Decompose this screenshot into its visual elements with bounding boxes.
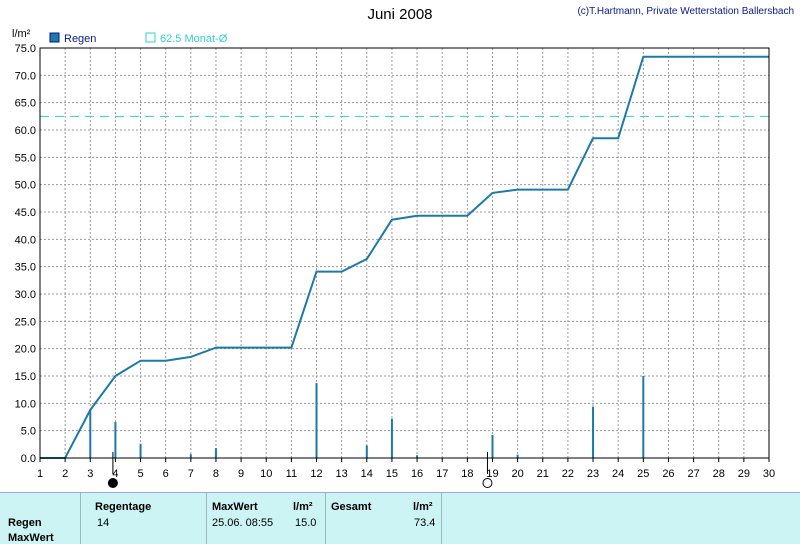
- row-label-maxwert: MaxWert: [8, 532, 54, 544]
- y-tick-label: 50.0: [15, 180, 36, 192]
- chart-title: Juni 2008: [367, 6, 433, 23]
- maxwert-value: 15.0: [295, 517, 317, 529]
- separator: [206, 493, 207, 544]
- regentage-value: 14: [97, 517, 110, 529]
- axes: 0.0 5.0 10.0 15.0 20.0 25.0 30.0 35.0 40.0 45.0 50…: [15, 43, 776, 480]
- x-tick-label: 10: [260, 468, 272, 480]
- y-tick-label: 35.0: [15, 262, 36, 274]
- gesamt-value: 73.4: [414, 517, 436, 529]
- y-tick-label: 10.0: [15, 398, 36, 410]
- y-tick-label: 20.0: [15, 344, 36, 356]
- y-tick-label: 70.0: [15, 70, 36, 82]
- daily-bar: [189, 454, 192, 458]
- x-tick-label: 28: [713, 468, 725, 480]
- daily-bar: [89, 409, 92, 458]
- daily-bar: [114, 421, 117, 458]
- separator: [441, 493, 442, 544]
- x-tick-label: 17: [436, 468, 448, 480]
- legend-reference-label: 62.5 Monat-Ø: [160, 33, 228, 45]
- legend-reference-swatch: [145, 32, 156, 43]
- daily-bars: [89, 376, 645, 458]
- rain-chart: 0.0 5.0 10.0 15.0 20.0 25.0 30.0 35.0 40.0 45.0 50…: [12, 28, 776, 488]
- y-tick-label: 65.0: [15, 98, 36, 110]
- daily-bar: [214, 448, 217, 458]
- x-tick-label: 9: [238, 468, 244, 480]
- x-tick-label: 24: [612, 468, 624, 480]
- x-tick-label: 30: [763, 468, 775, 480]
- x-tick-label: 4: [112, 468, 118, 480]
- x-tick-label: 16: [411, 468, 423, 480]
- stats-panel: Regen MaxWert Regentage 14 MaxWert l/m² …: [0, 492, 800, 544]
- x-tick-label: 15: [386, 468, 398, 480]
- row-label-regen: Regen: [8, 517, 42, 529]
- gesamt-unit: l/m²: [413, 501, 433, 513]
- x-tick-label: 2: [62, 468, 68, 480]
- x-tick-label: 1: [37, 468, 43, 480]
- x-tick-label: 13: [336, 468, 348, 480]
- regentage-header: Regentage: [95, 501, 152, 513]
- separator: [325, 493, 326, 544]
- daily-bar: [592, 406, 595, 458]
- daily-bar: [416, 455, 419, 458]
- cumulative-line-group: [40, 55, 769, 459]
- cumulative-line: [40, 55, 769, 459]
- maxwert-unit: l/m²: [293, 501, 313, 513]
- daily-bar: [315, 383, 318, 458]
- x-tick-label: 14: [361, 468, 373, 480]
- x-tick-label: 29: [738, 468, 750, 480]
- y-tick-label: 60.0: [15, 125, 36, 137]
- y-tick-label: 30.0: [15, 289, 36, 301]
- x-tick-label: 23: [587, 468, 599, 480]
- legend: Regen 62.5 Monat-Ø: [49, 32, 228, 45]
- y-tick-label: 45.0: [15, 207, 36, 219]
- credit-text: (c)T.Hartmann, Private Wetterstation Bal…: [577, 6, 794, 17]
- x-tick-label: 26: [662, 468, 674, 480]
- x-tick-label: 25: [637, 468, 649, 480]
- grid: [39, 47, 770, 459]
- x-tick-label: 19: [486, 468, 498, 480]
- daily-bar: [139, 443, 142, 458]
- x-tick-label: 5: [137, 468, 143, 480]
- maxwert-header: MaxWert: [212, 501, 258, 513]
- y-tick-label: 40.0: [15, 234, 36, 246]
- moon-phases: [107, 452, 493, 488]
- y-tick-label: 75.0: [15, 43, 36, 55]
- daily-bar: [491, 435, 494, 458]
- full-moon-icon: [482, 478, 493, 488]
- x-tick-label: 3: [87, 468, 93, 480]
- y-axis-unit: l/m²: [12, 28, 31, 40]
- x-tick-label: 11: [286, 468, 297, 480]
- x-tick-label: 12: [310, 468, 322, 480]
- daily-bar: [642, 376, 645, 458]
- daily-bar: [516, 454, 519, 458]
- x-tick-label: 21: [537, 468, 549, 480]
- separator: [80, 493, 81, 544]
- x-tick-label: 8: [213, 468, 219, 480]
- y-tick-label: 0.0: [21, 453, 36, 465]
- legend-regen-label: Regen: [64, 33, 96, 45]
- y-tick-label: 15.0: [15, 371, 36, 383]
- legend-regen-swatch: [49, 32, 60, 43]
- y-tick-label: 55.0: [15, 152, 36, 164]
- x-tick-label: 20: [511, 468, 523, 480]
- y-tick-label: 5.0: [21, 426, 36, 438]
- new-moon-icon: [107, 478, 118, 488]
- gesamt-header: Gesamt: [331, 501, 372, 513]
- x-tick-label: 6: [163, 468, 169, 480]
- x-tick-label: 18: [461, 468, 473, 480]
- plot-frame: [39, 47, 770, 459]
- daily-bar: [390, 418, 393, 458]
- y-tick-label: 25.0: [15, 316, 36, 328]
- x-tick-label: 22: [562, 468, 574, 480]
- x-tick-label: 27: [687, 468, 699, 480]
- maxwert-time: 25.06. 08:55: [212, 517, 274, 529]
- x-tick-label: 7: [188, 468, 194, 480]
- daily-bar: [365, 445, 368, 458]
